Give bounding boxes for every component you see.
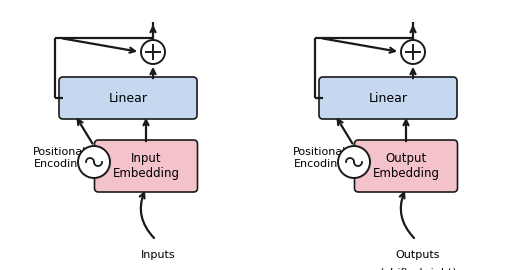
Text: Output
Embedding: Output Embedding — [373, 152, 440, 180]
Circle shape — [338, 146, 370, 178]
FancyBboxPatch shape — [94, 140, 198, 192]
Text: (shifted right): (shifted right) — [380, 268, 456, 270]
Text: Linear: Linear — [368, 92, 408, 104]
Text: Inputs: Inputs — [141, 250, 175, 260]
FancyBboxPatch shape — [59, 77, 197, 119]
Text: Linear: Linear — [108, 92, 148, 104]
Circle shape — [78, 146, 110, 178]
Circle shape — [141, 40, 165, 64]
Text: Outputs: Outputs — [396, 250, 440, 260]
FancyBboxPatch shape — [354, 140, 458, 192]
Text: Input
Embedding: Input Embedding — [112, 152, 180, 180]
Circle shape — [401, 40, 425, 64]
Text: Positional
Encoding: Positional Encoding — [34, 147, 87, 169]
FancyBboxPatch shape — [319, 77, 457, 119]
Text: Positional
Encoding: Positional Encoding — [293, 147, 347, 169]
